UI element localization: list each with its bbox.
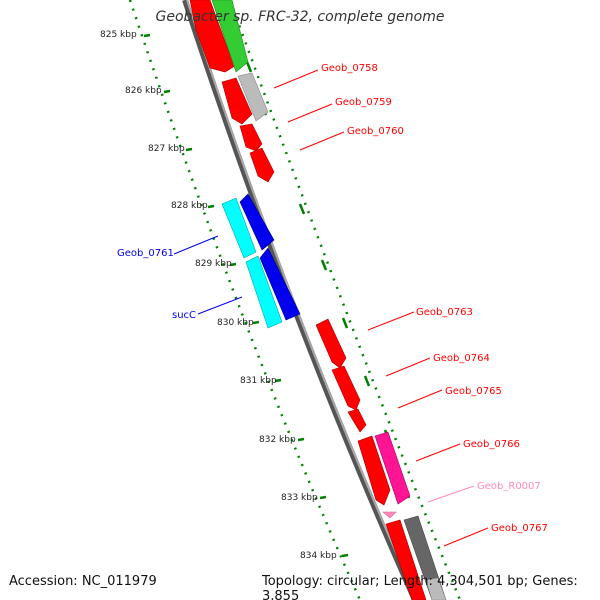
outer-dash	[320, 259, 328, 271]
label-geob-r0007: Geob_R0007	[477, 481, 541, 492]
tick-mark-833	[319, 495, 327, 500]
tick-mark-828	[207, 204, 215, 209]
gene-gray-tail	[425, 577, 447, 600]
gene-geob-0767-a	[385, 519, 427, 600]
tick-mark-827	[185, 147, 193, 152]
tick-mark-830	[252, 320, 260, 325]
label-geob-0764: Geob_0764	[433, 353, 490, 364]
outer-dash	[245, 61, 253, 73]
leader-succ	[197, 296, 243, 315]
gene-geob-0757	[189, 0, 241, 73]
label-geob-0760: Geob_0760	[347, 126, 404, 137]
label-geob-0761: Geob_0761	[117, 248, 174, 259]
leader-geob-0767	[443, 527, 489, 547]
gene-geob-0759	[237, 72, 269, 122]
gene-geob-0764	[331, 365, 361, 411]
tick-label-831: 831 kbp	[240, 376, 277, 386]
tick-label-827: 827 kbp	[148, 144, 185, 154]
tick-label-825: 825 kbp	[100, 30, 137, 40]
gene-geob-0760-a	[239, 123, 263, 152]
leader-geob-0763	[367, 311, 415, 331]
leader-geob-0759	[287, 103, 333, 123]
outer-dash	[298, 203, 306, 215]
genome-summary-text: Topology: circular; Length: 4,304,501 bp…	[262, 574, 578, 600]
leader-geob-0760	[299, 131, 345, 151]
outer-tick-track	[228, 0, 462, 600]
gene-succ	[259, 247, 301, 321]
genome-title: Geobacter sp. FRC-32, complete genome	[155, 9, 445, 25]
tick-label-828: 828 kbp	[171, 201, 208, 211]
leader-geob-0766	[415, 443, 461, 462]
reverse-strand-features	[221, 193, 301, 329]
trna-geob-0766b	[374, 431, 411, 505]
tick-label-829: 829 kbp	[195, 259, 232, 269]
gene-labels: Geob_0758 Geob_0759 Geob_0760 Geob_0761 …	[117, 63, 548, 534]
tick-mark-834	[341, 553, 349, 558]
outer-dash	[341, 317, 349, 329]
label-geob-0767: Geob_0767	[491, 523, 548, 534]
gene-geob-0758	[221, 77, 253, 125]
tick-mark-826	[163, 89, 171, 94]
kbp-major-ticks	[143, 33, 349, 558]
gene-geob-0765	[347, 408, 367, 433]
genome-backbone-highlight	[186, 0, 418, 600]
label-geob-0765: Geob_0765	[445, 386, 502, 397]
inner-tick-track	[128, 0, 362, 600]
outer-dash	[363, 375, 371, 387]
leader-geob-0758	[273, 69, 319, 89]
accession-text: Accession: NC_011979	[9, 574, 157, 589]
rrna-geob-r0007	[382, 511, 397, 519]
leader-geob-0764	[385, 357, 431, 377]
label-geob-0763: Geob_0763	[416, 307, 473, 318]
tick-label-834: 834 kbp	[300, 551, 337, 561]
tick-label-826: 826 kbp	[125, 86, 162, 96]
label-succ: sucC	[172, 310, 196, 321]
kbp-labels: 825 kbp 826 kbp 827 kbp 828 kbp 829 kbp …	[100, 30, 337, 561]
genome-backbone	[182, 0, 418, 600]
gene-green-feature	[211, 0, 249, 73]
label-geob-0758: Geob_0758	[321, 63, 378, 74]
gene-geob-0763	[315, 318, 347, 369]
tick-label-830: 830 kbp	[217, 318, 254, 328]
gene-succ-cyan	[245, 255, 283, 329]
label-geob-0759: Geob_0759	[335, 97, 392, 108]
leader-geob-0765	[397, 389, 443, 409]
leader-geob-r0007	[427, 485, 475, 503]
forward-strand-features	[189, 0, 447, 600]
tick-mark-831	[274, 378, 282, 383]
gene-geob-0761-cyan	[221, 197, 257, 259]
tick-mark-825	[143, 33, 151, 38]
tick-mark-832	[297, 437, 305, 442]
tick-mark-829	[229, 262, 237, 267]
label-geob-0766: Geob_0766	[463, 439, 520, 450]
gene-geob-0761	[239, 193, 275, 251]
tick-label-832: 832 kbp	[259, 435, 296, 445]
leader-geob-0761	[173, 235, 219, 255]
gene-geob-0766	[357, 435, 391, 506]
tick-label-833: 833 kbp	[281, 493, 318, 503]
label-leaders	[173, 69, 489, 547]
gene-geob-0760-b	[249, 147, 275, 183]
